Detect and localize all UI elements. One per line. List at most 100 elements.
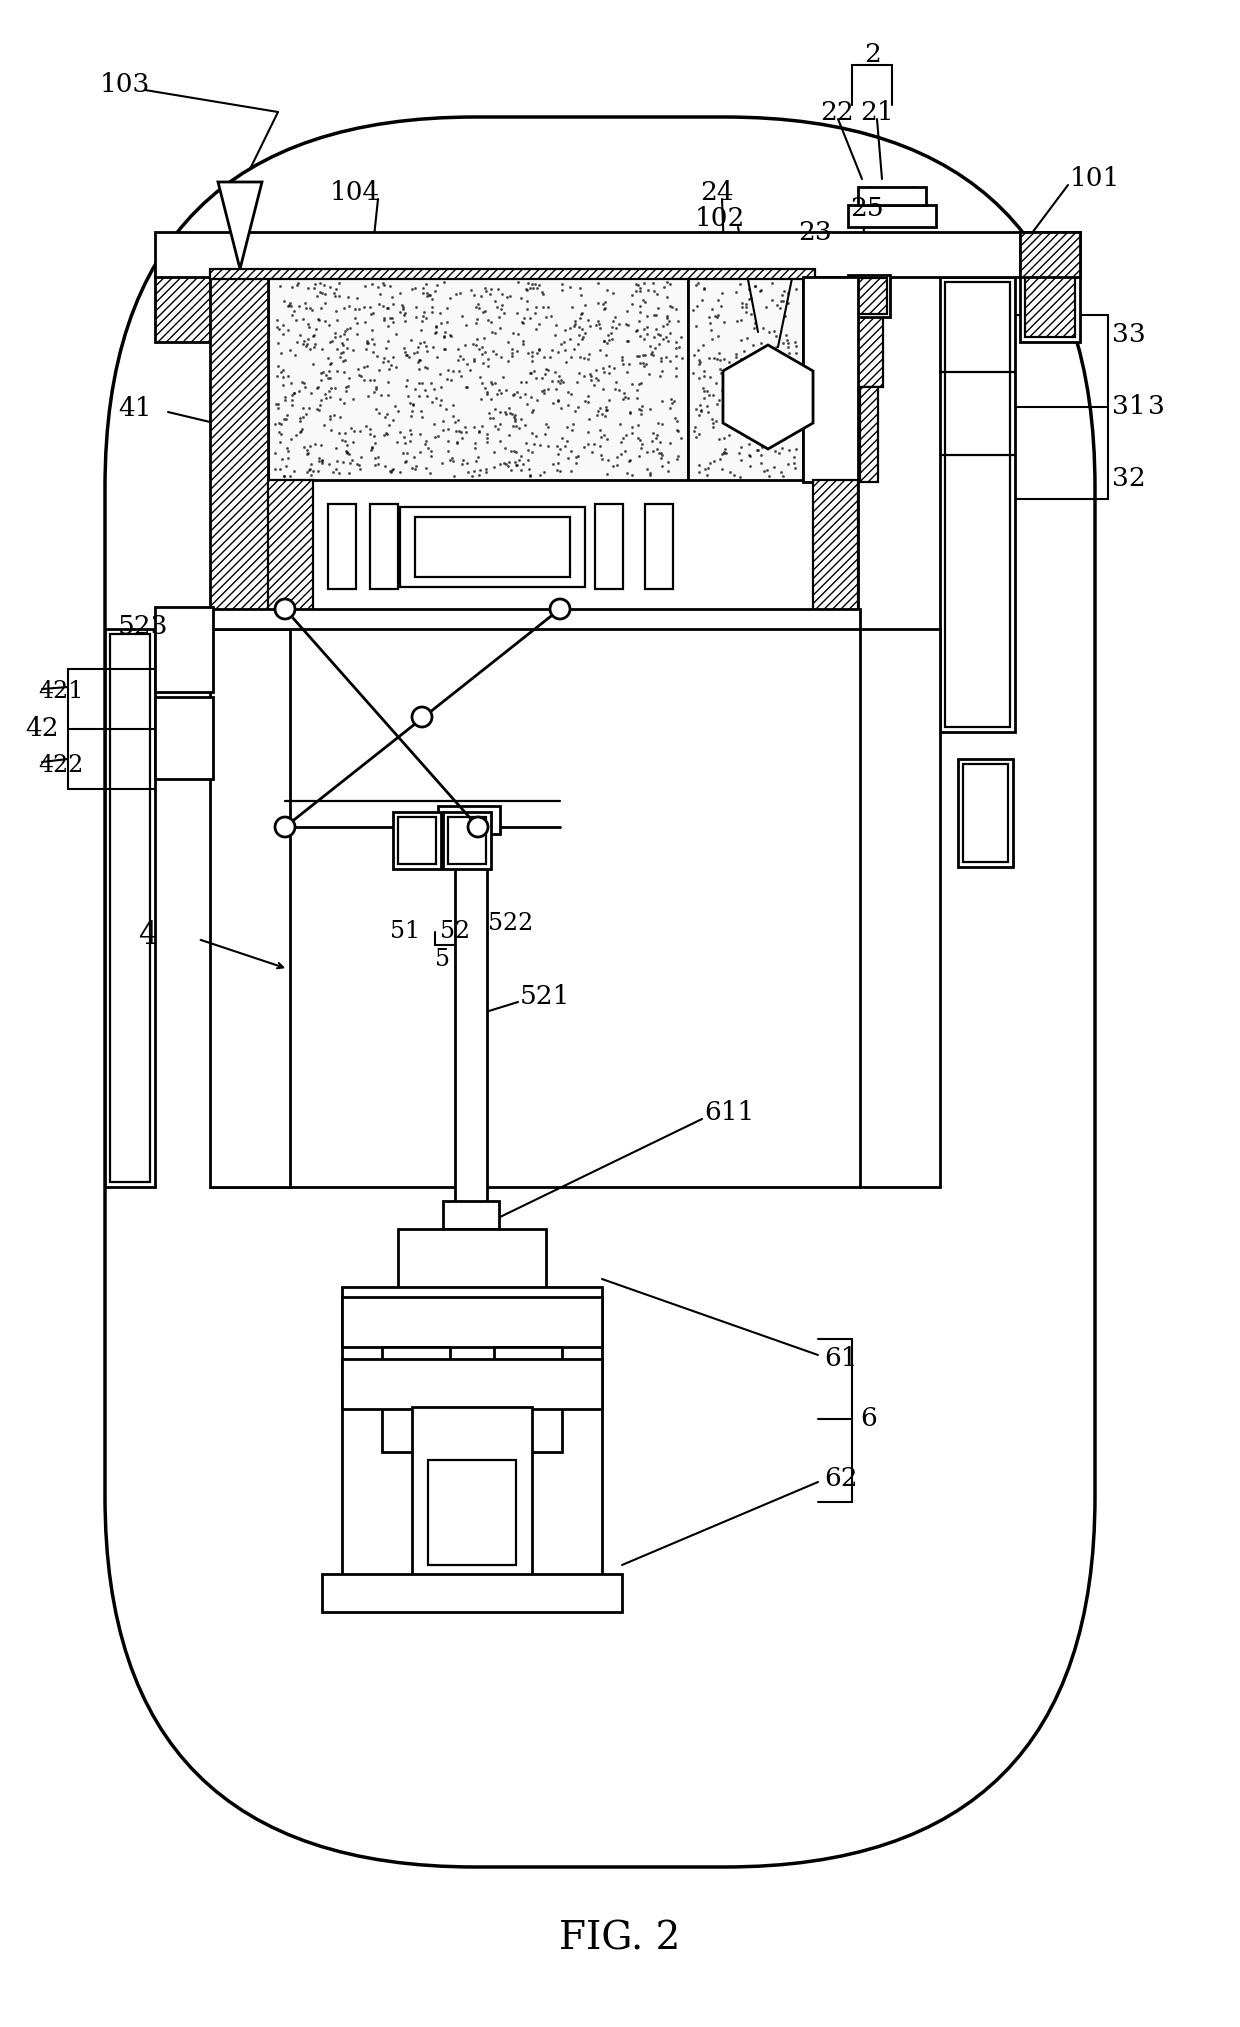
- Point: [719, 367, 739, 399]
- Point: [422, 436, 441, 468]
- Text: 52: 52: [440, 920, 470, 943]
- Point: [391, 416, 410, 448]
- Point: [312, 355, 332, 387]
- Point: [728, 306, 748, 339]
- Point: [538, 430, 558, 462]
- Point: [448, 403, 467, 436]
- Point: [472, 367, 492, 399]
- Point: [620, 444, 640, 476]
- Point: [294, 328, 314, 361]
- Point: [634, 312, 653, 345]
- Point: [636, 349, 656, 381]
- Point: [652, 407, 672, 440]
- Point: [691, 395, 711, 428]
- Point: [414, 326, 434, 359]
- Point: [497, 450, 517, 482]
- Point: [294, 391, 314, 424]
- Point: [543, 448, 563, 480]
- Text: 31: 31: [1112, 395, 1146, 420]
- Bar: [210, 272, 268, 612]
- Point: [526, 420, 546, 452]
- Point: [304, 272, 324, 304]
- Point: [708, 320, 728, 353]
- Point: [439, 411, 459, 444]
- Bar: [1021, 231, 1080, 343]
- Point: [629, 422, 649, 454]
- Point: [732, 292, 751, 324]
- Point: [378, 345, 398, 377]
- Point: [283, 379, 303, 411]
- Point: [618, 308, 637, 341]
- Bar: [268, 480, 858, 612]
- Point: [383, 454, 403, 486]
- Point: [779, 355, 799, 387]
- Circle shape: [551, 600, 570, 618]
- Point: [312, 448, 332, 480]
- Point: [475, 294, 495, 326]
- Point: [693, 328, 713, 361]
- Point: [316, 381, 336, 414]
- Point: [714, 422, 734, 454]
- Point: [506, 409, 526, 442]
- Point: [572, 298, 591, 330]
- Point: [517, 286, 537, 318]
- Point: [348, 292, 368, 324]
- Point: [580, 310, 600, 343]
- Point: [590, 430, 610, 462]
- Point: [761, 407, 781, 440]
- Point: [410, 436, 430, 468]
- Point: [430, 296, 450, 328]
- Point: [574, 343, 594, 375]
- Point: [300, 430, 320, 462]
- Point: [502, 336, 522, 369]
- Point: [706, 367, 725, 399]
- Point: [280, 290, 300, 322]
- Point: [489, 302, 508, 334]
- Point: [272, 336, 291, 369]
- Text: 2: 2: [864, 43, 882, 67]
- Point: [347, 282, 367, 314]
- Point: [325, 373, 345, 405]
- Point: [265, 387, 285, 420]
- Point: [475, 336, 495, 369]
- Point: [294, 304, 314, 336]
- Point: [627, 341, 647, 373]
- Point: [336, 371, 356, 403]
- Point: [424, 330, 444, 363]
- Point: [526, 290, 546, 322]
- Text: 22: 22: [820, 99, 854, 124]
- Point: [515, 407, 534, 440]
- Point: [712, 357, 732, 389]
- Point: [413, 300, 433, 332]
- Point: [428, 420, 448, 452]
- Point: [738, 420, 758, 452]
- Point: [502, 332, 522, 365]
- Point: [508, 444, 528, 476]
- Point: [598, 444, 618, 476]
- Point: [589, 363, 609, 395]
- Point: [272, 355, 291, 387]
- Point: [382, 302, 402, 334]
- Point: [609, 308, 629, 341]
- Point: [522, 395, 542, 428]
- Point: [464, 328, 484, 361]
- Point: [355, 292, 374, 324]
- Point: [764, 450, 784, 482]
- Point: [507, 266, 527, 298]
- Point: [372, 379, 392, 411]
- Point: [472, 330, 492, 363]
- Point: [301, 458, 321, 491]
- Point: [640, 357, 660, 389]
- Point: [398, 365, 418, 397]
- Point: [709, 383, 729, 416]
- Point: [332, 424, 352, 456]
- Point: [651, 438, 671, 470]
- Point: [501, 434, 521, 466]
- Bar: [398, 1228, 546, 1289]
- Point: [523, 428, 543, 460]
- Point: [614, 349, 634, 381]
- Point: [381, 456, 401, 489]
- Point: [336, 424, 356, 456]
- Point: [479, 343, 498, 375]
- Point: [630, 274, 650, 306]
